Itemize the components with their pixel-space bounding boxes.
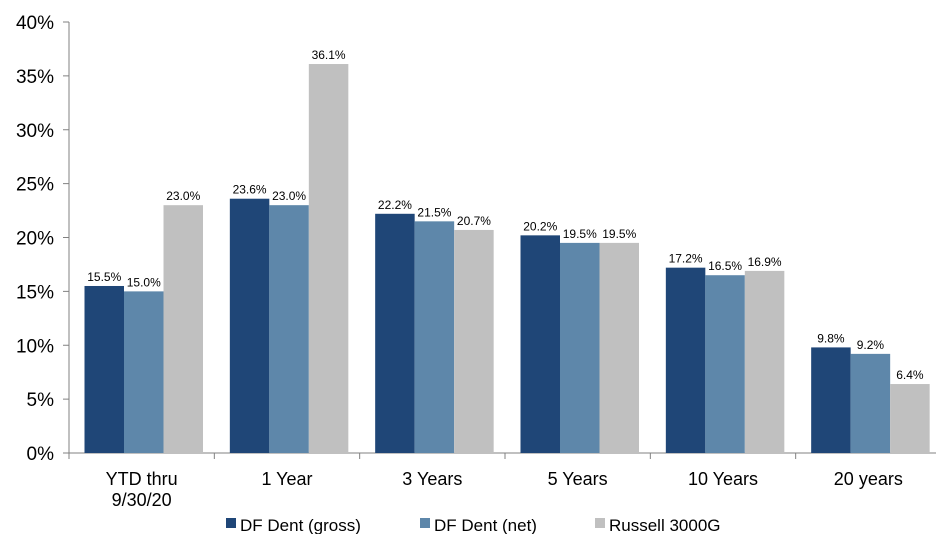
bar — [665, 267, 706, 453]
x-tick-label: 3 Years — [402, 469, 462, 489]
data-label: 23.0% — [166, 189, 200, 203]
bar — [308, 64, 349, 454]
data-label: 21.5% — [417, 205, 451, 219]
y-axis: 0% 5% 10% 15% 20% 25% 30% 35% 40% — [16, 13, 70, 465]
data-label: 36.1% — [312, 48, 346, 62]
bar — [414, 221, 455, 453]
y-tick-label: 20% — [16, 229, 54, 250]
data-label: 9.2% — [857, 338, 885, 352]
legend-swatch — [595, 518, 605, 528]
bar — [811, 347, 851, 453]
bar — [454, 229, 494, 453]
data-label: 19.5% — [602, 227, 636, 241]
bar — [890, 384, 930, 453]
data-label: 19.5% — [563, 227, 597, 241]
bar — [269, 205, 309, 453]
bar — [163, 205, 203, 453]
legend-label: Russell 3000G — [609, 516, 721, 534]
x-tick-label: YTD thru — [106, 469, 178, 489]
bar — [850, 353, 891, 453]
bar — [124, 291, 164, 453]
x-tick-label: 5 Years — [548, 469, 608, 489]
data-label: 23.6% — [233, 183, 267, 197]
data-label: 16.5% — [708, 259, 742, 273]
y-tick-label: 10% — [16, 336, 54, 357]
bar — [84, 285, 124, 453]
data-labels: 15.5% 23.6% 22.2% 20.2% 17.2% 9.8% 15.0% 23.0% 2… — [87, 48, 924, 382]
y-tick-label: 0% — [27, 444, 55, 465]
legend-label: DF Dent (net) — [434, 516, 537, 534]
legend-swatch — [226, 518, 236, 528]
legend-label: DF Dent (gross) — [240, 516, 361, 534]
data-label: 6.4% — [896, 368, 924, 382]
x-tick-label: 1 Year — [261, 469, 312, 489]
data-label: 23.0% — [272, 189, 306, 203]
data-label: 9.8% — [817, 331, 845, 345]
bar — [375, 213, 415, 453]
bar — [560, 242, 600, 453]
data-label: 22.2% — [378, 198, 412, 212]
y-tick-label: 40% — [16, 13, 54, 34]
y-tick-label: 15% — [16, 282, 54, 303]
bars — [84, 64, 930, 454]
bar — [744, 270, 785, 453]
y-tick-label: 5% — [27, 390, 55, 411]
data-label: 15.5% — [87, 270, 121, 284]
y-tick-label: 25% — [16, 175, 54, 196]
legend: DF Dent (gross) DF Dent (net) Russell 3000… — [226, 516, 721, 534]
data-label: 17.2% — [669, 252, 703, 266]
y-tick-label: 35% — [16, 67, 54, 88]
legend-swatch — [420, 518, 430, 528]
x-tick-label: 10 Years — [688, 469, 758, 489]
data-label: 15.0% — [127, 275, 161, 289]
bar — [599, 242, 639, 453]
y-tick-label: 30% — [16, 121, 54, 142]
data-label: 20.7% — [457, 214, 491, 228]
bar — [520, 235, 560, 453]
bar — [705, 275, 745, 453]
x-tick-label: 9/30/20 — [112, 490, 172, 510]
x-tick-label: 20 years — [834, 469, 903, 489]
data-label: 16.9% — [748, 255, 782, 269]
data-label: 20.2% — [523, 219, 557, 233]
bar — [229, 198, 270, 453]
